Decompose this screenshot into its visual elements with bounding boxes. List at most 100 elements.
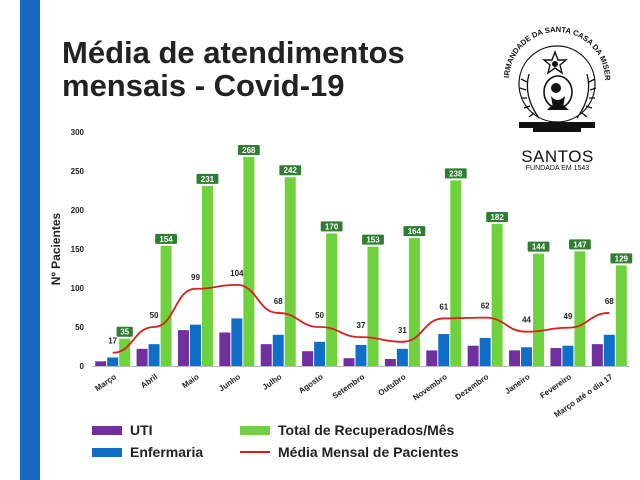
legend-enfermaria: Enfermaria — [92, 444, 203, 460]
bar-enfermaria — [562, 345, 574, 366]
bar-enfermaria — [603, 334, 615, 366]
recuperados-label-box — [362, 234, 384, 245]
bar-enfermaria — [314, 341, 326, 366]
recuperados-data-label: 144 — [532, 243, 546, 252]
bar-uti — [550, 348, 562, 366]
bar-recuperados — [284, 177, 296, 366]
x-tick-label: Junho — [217, 372, 242, 393]
x-tick-label: Fevereiro — [538, 372, 573, 400]
accent-side-bar — [20, 0, 40, 480]
legend-recuperados-label: Total de Recuperados/Mês — [278, 422, 455, 438]
recuperados-label-box — [237, 144, 260, 155]
media-data-label: 68 — [605, 297, 614, 306]
logo-star-icon — [542, 50, 568, 75]
bar-enfermaria — [107, 357, 119, 366]
recuperados-data-label: 164 — [408, 227, 422, 236]
y-tick-label: 150 — [71, 245, 85, 254]
media-data-label: 62 — [481, 302, 490, 311]
bar-uti — [343, 358, 355, 366]
bar-recuperados — [533, 253, 545, 366]
media-data-label: 49 — [563, 312, 572, 321]
logo-founded: FUNDADA EM 1543 — [525, 165, 590, 172]
logo-laurel-icon — [519, 73, 597, 119]
bar-uti — [177, 330, 189, 366]
bar-recuperados — [408, 238, 420, 366]
recuperados-label-box — [403, 226, 426, 237]
bar-recuperados — [367, 246, 379, 366]
bar-uti — [467, 345, 479, 366]
recuperados-data-label: 170 — [325, 222, 339, 231]
recuperados-label-box — [116, 326, 133, 337]
recuperados-label-box — [486, 212, 509, 223]
bar-enfermaria — [272, 334, 284, 366]
bar-recuperados — [201, 185, 213, 366]
logo-figure-icon — [543, 75, 573, 110]
legend-recuperados: Total de Recuperados/Mês — [240, 422, 454, 438]
media-data-label: 37 — [357, 321, 366, 330]
recuperados-data-label: 182 — [490, 213, 504, 222]
y-tick-label: 300 — [71, 128, 85, 137]
recuperados-data-label: 231 — [201, 175, 215, 184]
recuperados-label-box — [444, 168, 467, 179]
bar-uti — [95, 361, 107, 366]
recuperados-label-box — [196, 173, 219, 184]
media-data-label: 31 — [398, 326, 407, 335]
bar-enfermaria — [189, 324, 201, 366]
x-tick-label: Março — [93, 372, 118, 393]
recuperados-label-box — [320, 221, 343, 232]
x-tick-label: Agosto — [297, 372, 325, 395]
x-tick-label: Abril — [139, 372, 159, 390]
recuperados-data-label: 242 — [284, 166, 298, 175]
media-data-label: 44 — [522, 316, 531, 325]
legend-media-swatch — [240, 451, 270, 453]
recuperados-label-box — [569, 239, 591, 250]
bar-enfermaria — [521, 347, 533, 366]
media-data-label: 50 — [315, 311, 324, 320]
x-tick-label: Outubro — [377, 372, 408, 398]
bar-recuperados — [119, 338, 131, 366]
bar-recuperados — [491, 224, 503, 366]
bar-recuperados — [243, 156, 255, 366]
bar-recuperados — [574, 251, 586, 366]
bar-uti — [591, 344, 603, 366]
bar-recuperados — [326, 233, 338, 366]
y-tick-label: 250 — [71, 167, 85, 176]
chart-title: Média de atendimentos mensais - Covid-19 — [62, 35, 405, 103]
media-data-label: 99 — [191, 273, 200, 282]
recuperados-label-box — [155, 233, 177, 244]
legend-uti: UTI — [92, 422, 153, 438]
recuperados-data-label: 153 — [366, 236, 380, 245]
legend-uti-swatch — [92, 425, 122, 435]
media-mensal-line — [112, 283, 610, 354]
recuperados-data-label: 129 — [615, 254, 629, 263]
bar-recuperados — [450, 180, 462, 366]
x-tick-label: Novembro — [411, 372, 449, 402]
legend-enfermaria-label: Enfermaria — [130, 444, 204, 460]
media-data-label: 68 — [274, 297, 283, 306]
legend-enfermaria-swatch — [92, 447, 122, 457]
media-data-label: 17 — [108, 337, 117, 346]
y-tick-label: 50 — [75, 323, 84, 332]
legend-media: Média Mensal de Pacientes — [240, 444, 459, 460]
recuperados-label-box — [279, 165, 302, 176]
bar-enfermaria — [396, 348, 408, 366]
bar-recuperados — [615, 265, 627, 366]
bar-uti — [136, 348, 148, 366]
y-tick-label: 100 — [71, 284, 85, 293]
recuperados-label-box — [527, 241, 550, 252]
bar-uti — [302, 351, 314, 366]
x-tick-label: Janeiro — [503, 372, 532, 396]
bar-uti — [384, 358, 396, 366]
recuperados-label-box — [610, 253, 633, 264]
recuperados-data-label: 35 — [120, 328, 129, 337]
recuperados-data-label: 268 — [242, 146, 256, 155]
bar-enfermaria — [148, 344, 160, 366]
media-data-label: 50 — [150, 311, 159, 320]
media-data-label: 104 — [230, 269, 244, 278]
recuperados-data-label: 238 — [449, 169, 463, 178]
bar-enfermaria — [438, 334, 450, 366]
x-tick-label: Setembro — [331, 372, 366, 401]
bar-uti — [219, 332, 231, 366]
legend-media-label: Média Mensal de Pacientes — [278, 444, 459, 460]
media-data-label: 61 — [439, 302, 448, 311]
